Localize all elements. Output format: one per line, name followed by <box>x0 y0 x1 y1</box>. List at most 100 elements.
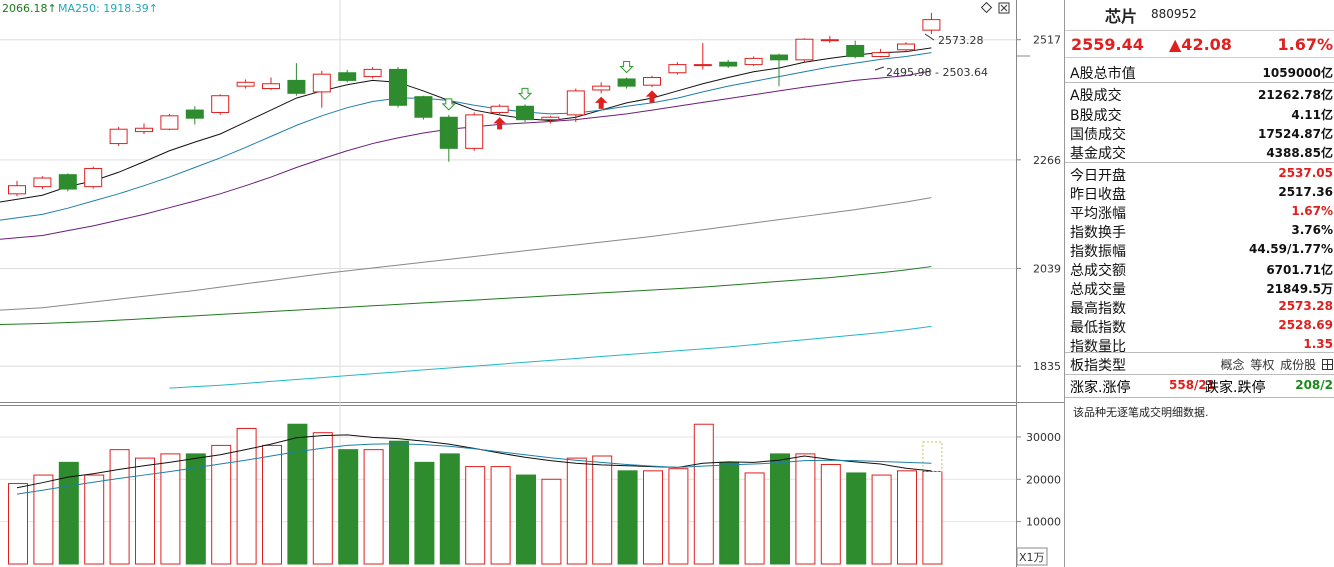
volume-bar[interactable] <box>668 468 689 565</box>
close-square-icon[interactable] <box>998 2 1010 14</box>
volume-bar[interactable] <box>592 455 613 565</box>
candle[interactable] <box>109 126 128 146</box>
volume-bar[interactable] <box>185 453 206 565</box>
candle[interactable] <box>312 70 331 108</box>
candle[interactable] <box>566 88 585 123</box>
candle[interactable] <box>592 82 611 94</box>
candle[interactable] <box>820 35 839 44</box>
candle[interactable] <box>541 115 560 124</box>
diamond-icon[interactable] <box>980 1 993 14</box>
down-label: 跌家.跌停 <box>1205 380 1266 396</box>
volume-bar[interactable] <box>744 472 765 565</box>
grid-icon[interactable] <box>1322 359 1333 370</box>
volume-bar[interactable] <box>643 470 663 565</box>
volume-bar[interactable] <box>922 470 943 565</box>
candle[interactable] <box>287 63 306 96</box>
candle[interactable] <box>58 173 77 192</box>
volume-bar[interactable] <box>160 453 181 565</box>
candle[interactable] <box>668 62 687 75</box>
volume-bar[interactable] <box>693 423 714 565</box>
candle[interactable] <box>490 104 509 114</box>
buy-arrow-icon <box>493 117 506 130</box>
volume-bar[interactable] <box>770 453 790 565</box>
candle[interactable] <box>389 67 407 108</box>
candle[interactable] <box>846 40 865 59</box>
candle[interactable] <box>617 77 636 89</box>
volume-bar[interactable] <box>846 472 867 565</box>
candle[interactable] <box>363 67 382 79</box>
candle[interactable] <box>643 75 661 88</box>
volume-bar[interactable] <box>414 461 435 565</box>
candle[interactable] <box>693 43 712 70</box>
candle[interactable] <box>439 114 458 162</box>
volume-bar[interactable] <box>516 474 536 565</box>
kline-chart[interactable]: 2066.18↑ MA250: 1918.39↑ 2573.28 2495.98… <box>0 0 1064 567</box>
volume-bar[interactable] <box>236 427 257 565</box>
candle[interactable] <box>770 53 788 87</box>
candle[interactable] <box>744 56 763 67</box>
volume-bar[interactable] <box>363 449 384 565</box>
board-tags[interactable]: 概念 等权 成份股 <box>1218 356 1333 373</box>
candle[interactable] <box>211 94 230 115</box>
volume-bar[interactable] <box>84 474 105 565</box>
volume-bar[interactable] <box>439 453 460 565</box>
candle[interactable] <box>922 12 941 34</box>
candle[interactable] <box>465 112 484 151</box>
volume-bar[interactable] <box>109 449 130 565</box>
price-tick: 2039 <box>1033 262 1061 275</box>
stat-value: 2528.69 <box>1278 318 1333 332</box>
volume-bar[interactable] <box>541 478 562 565</box>
candle[interactable] <box>338 69 357 83</box>
candle[interactable] <box>135 123 153 134</box>
candle[interactable] <box>160 113 179 131</box>
candle[interactable] <box>516 104 534 123</box>
volume-bar[interactable] <box>287 423 308 565</box>
volume-bar[interactable] <box>820 463 841 565</box>
candle[interactable] <box>897 42 915 52</box>
volume-bar[interactable] <box>262 444 282 565</box>
stat-label: 总成交额 <box>1070 263 1126 279</box>
stat-row: 指数振幅 44.59/1.77% <box>1065 240 1334 260</box>
stat-value: 1.67% <box>1291 204 1333 218</box>
stat-value: 4388.85亿 <box>1266 146 1333 160</box>
candle[interactable] <box>8 180 26 197</box>
candle[interactable] <box>185 106 204 125</box>
board-tag-concept[interactable]: 概念 <box>1220 358 1245 372</box>
volume-bar[interactable] <box>490 466 511 565</box>
volume-bar[interactable] <box>58 461 79 565</box>
price-change-pct: 1.67% <box>1277 35 1333 54</box>
candle[interactable] <box>84 166 103 189</box>
volume-bar[interactable] <box>795 453 816 565</box>
candle[interactable] <box>414 95 433 120</box>
volume-bar[interactable] <box>8 483 28 565</box>
candle[interactable] <box>871 48 890 58</box>
candle[interactable] <box>262 77 280 90</box>
volume-bar[interactable] <box>617 470 638 565</box>
sell-arrow-icon <box>517 87 533 101</box>
board-tag-equal-weight[interactable]: 等权 <box>1250 358 1275 372</box>
stat-label: 最高指数 <box>1070 301 1126 317</box>
volume-bar[interactable] <box>871 474 892 565</box>
volume-bar[interactable] <box>389 440 409 565</box>
candle[interactable] <box>236 79 255 89</box>
volume-bar[interactable] <box>33 474 54 565</box>
volume-bar[interactable] <box>465 466 486 565</box>
volume-bar[interactable] <box>897 470 917 565</box>
stat-label: 国债成交 <box>1070 127 1126 143</box>
stat-row: 最高指数 2573.28 <box>1065 297 1334 317</box>
volume-bar[interactable] <box>566 457 587 565</box>
board-tag-constituents[interactable]: 成份股 <box>1280 358 1317 372</box>
volume-bar[interactable] <box>338 449 359 565</box>
volume-bar[interactable] <box>312 432 333 565</box>
volume-bar[interactable] <box>135 457 155 565</box>
candle[interactable] <box>33 176 52 190</box>
advance-decline-row: 涨家.涨停 558/21 跌家.跌停 208/2 <box>1065 375 1334 397</box>
stat-row: 基金成交 4388.85亿 <box>1065 142 1334 162</box>
volume-bar[interactable] <box>719 461 740 565</box>
candle[interactable] <box>795 38 814 63</box>
candle[interactable] <box>719 59 738 68</box>
volume-bar[interactable] <box>211 444 232 565</box>
ma-line-ma250 <box>169 325 932 389</box>
stat-label: 指数换手 <box>1070 225 1126 241</box>
price-tick: 1835 <box>1033 360 1061 373</box>
